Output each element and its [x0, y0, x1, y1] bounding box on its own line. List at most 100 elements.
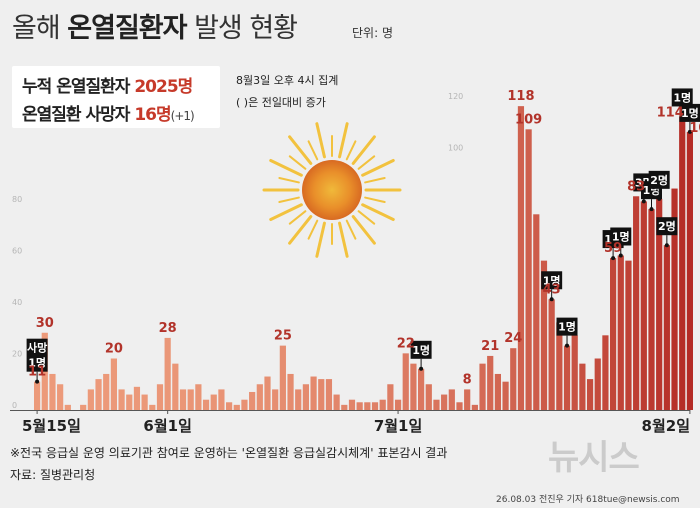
- bar: [456, 402, 463, 410]
- bar: [187, 389, 194, 410]
- value-label: 114: [657, 105, 684, 120]
- sun-ray: [364, 196, 386, 204]
- bar: [333, 394, 340, 410]
- bar: [579, 363, 586, 410]
- bar: [379, 399, 386, 410]
- x-tick-label: 5월15일: [22, 417, 81, 435]
- bar: [287, 373, 294, 410]
- x-tick-labels: 5월15일 6월1일 7월1일 8월2일: [22, 410, 691, 435]
- death-marker-box: [26, 338, 48, 372]
- bar: [218, 389, 225, 410]
- bar: [487, 355, 494, 410]
- bar: [348, 399, 356, 410]
- death-marker-text: 2명: [658, 219, 676, 233]
- sun-ray: [345, 140, 357, 161]
- bar: [310, 376, 317, 410]
- bar: [586, 379, 594, 410]
- footnote: ※전국 응급실 운영 의료기관 참여로 운영하는 '온열질환 응급실감시체계' …: [10, 446, 448, 460]
- sun-disc: [302, 160, 362, 220]
- death-marker-dot: [565, 343, 570, 348]
- death-marker-dot: [649, 207, 654, 212]
- bar: [210, 394, 217, 410]
- bar: [410, 363, 417, 410]
- value-label: 30: [36, 316, 54, 331]
- death-marker-text: 1명: [28, 356, 46, 370]
- sun-ray: [288, 210, 307, 225]
- sun-ray: [278, 176, 300, 184]
- bar: [341, 404, 348, 410]
- bar: [448, 389, 455, 410]
- x-tick-label: 8월2일: [642, 417, 690, 435]
- bar: [418, 368, 425, 410]
- bar: [95, 379, 102, 410]
- collection-time-note: 8월3일 오후 4시 집계: [236, 74, 339, 87]
- death-marker-text: 1명: [412, 343, 430, 357]
- death-marker-box: [610, 227, 632, 246]
- unit-label: 단위: 명: [352, 26, 393, 40]
- bar: [325, 379, 333, 410]
- death-marker-dot: [618, 253, 623, 258]
- summary-row-deaths: 온열질환 사망자 16명(+1): [22, 100, 195, 125]
- summary-deaths-delta: (+1): [170, 109, 195, 123]
- bar: [517, 106, 525, 411]
- y-axis-ticks: 0 20 40 60 80 100 120: [12, 92, 463, 410]
- bar: [633, 196, 640, 410]
- bar: [464, 389, 471, 410]
- sun-ray: [307, 219, 319, 240]
- death-marker-dot: [664, 243, 669, 248]
- bar: [371, 402, 379, 410]
- y-tick-label: 120: [448, 92, 463, 101]
- bar: [149, 404, 156, 410]
- bar: [302, 384, 309, 410]
- death-marker-dot: [419, 366, 424, 371]
- sun-ray: [361, 158, 395, 177]
- bars-group: [34, 106, 693, 411]
- summary-deaths-label: 온열질환 사망자: [22, 105, 130, 125]
- bar: [57, 384, 64, 410]
- sun-ray: [269, 203, 303, 222]
- bar: [602, 335, 609, 410]
- bar: [133, 386, 141, 410]
- title-prefix: 올해: [12, 13, 61, 44]
- sun-ray: [357, 210, 376, 225]
- value-label: 28: [159, 321, 177, 336]
- death-marker-text: 1명: [543, 273, 561, 287]
- bar: [34, 381, 41, 410]
- sun-ray: [338, 221, 349, 258]
- bar: [525, 129, 532, 410]
- bar: [295, 389, 302, 410]
- death-marker-text: 1명: [681, 106, 699, 120]
- sun-ray: [315, 122, 326, 159]
- sun-ray: [315, 221, 326, 258]
- bar: [141, 394, 148, 410]
- bar: [394, 399, 402, 410]
- bar: [126, 394, 133, 410]
- sun-ray: [351, 215, 376, 245]
- sun-ray: [345, 219, 357, 240]
- value-label: 11: [28, 365, 46, 380]
- bar: [610, 258, 617, 410]
- sun-ray: [307, 140, 319, 161]
- bar: [241, 399, 248, 410]
- bar: [364, 402, 371, 410]
- bar: [640, 201, 647, 410]
- bar: [233, 404, 240, 410]
- value-label: 22: [397, 336, 415, 351]
- sun-ray: [357, 155, 376, 170]
- death-marker-box: [679, 103, 700, 122]
- y-tick-label: 20: [12, 350, 22, 359]
- sun-ray: [269, 158, 303, 177]
- bar: [279, 345, 286, 410]
- title-suffix: 발생 현황: [194, 13, 298, 44]
- bar: [172, 363, 179, 410]
- bar: [226, 402, 233, 410]
- source-note: 자료: 질병관리청: [10, 468, 96, 482]
- death-marker-dot: [611, 256, 616, 261]
- death-marker-dot: [641, 199, 646, 204]
- death-marker-text: 1명: [558, 320, 576, 334]
- bar: [256, 384, 263, 410]
- sun-ray: [288, 155, 307, 170]
- death-marker-text: 사망: [27, 341, 47, 355]
- value-label: 8: [463, 372, 472, 387]
- death-marker-box: [671, 88, 693, 107]
